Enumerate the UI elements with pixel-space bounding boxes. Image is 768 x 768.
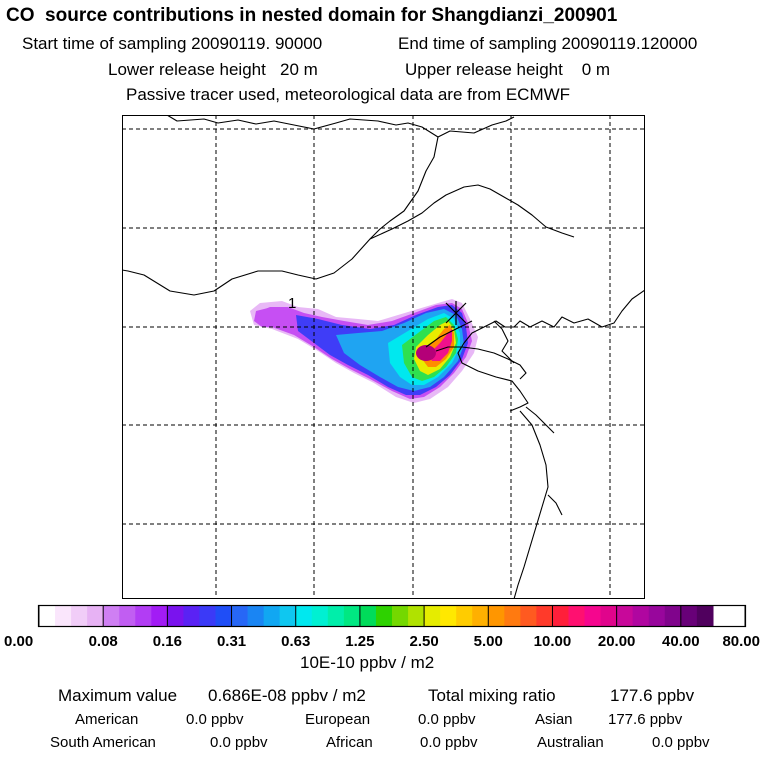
colorbar-tick-label: 10.00: [534, 633, 572, 650]
colorbar-tick-label: 40.00: [662, 633, 700, 650]
colorbar-tick-label: 5.00: [474, 633, 503, 650]
total-mixing-label: Total mixing ratio: [428, 686, 556, 705]
colorbar-cell: [71, 606, 88, 626]
colorbar-tick-label: 2.50: [409, 633, 438, 650]
colorbar-cell: [536, 606, 554, 626]
max-value: 0.686E-08 ppbv / m2: [208, 686, 366, 705]
colorbar-ticks: [38, 606, 746, 626]
colorbar-cell: [520, 606, 538, 626]
colorbar-tick-label: 0.63: [281, 633, 310, 650]
colorbar-tick-label: 1.25: [345, 633, 374, 650]
colorbar-tick-label: 0.00: [4, 633, 33, 650]
grid-lines: [122, 115, 645, 599]
colorbar-cell: [696, 606, 714, 626]
colorbar-tick-label: 0.31: [217, 633, 246, 650]
start-time-label: Start time of sampling 20090119. 90000: [22, 34, 323, 53]
colorbar-cell: [311, 606, 329, 626]
colorbar-tick-label: 20.00: [598, 633, 636, 650]
colorbar-cell: [472, 606, 489, 626]
colorbar-cell: [231, 606, 249, 626]
region-name: Asian: [535, 711, 573, 728]
region-name: European: [305, 711, 371, 728]
upper-release-height: Upper release height 0 m: [405, 60, 611, 79]
colorbar-cell: [632, 606, 650, 626]
colorbar-cell: [456, 606, 473, 626]
colorbar-cell: [584, 606, 602, 626]
region-value: 0.0 ppbv: [418, 711, 476, 728]
station-marker: [445, 301, 467, 325]
colorbar-cell: [648, 606, 666, 626]
total-mixing-value: 177.6 ppbv: [610, 686, 695, 705]
colorbar-cell: [664, 606, 682, 626]
colorbar-cell: [199, 606, 217, 626]
chart-title: CO source contributions in nested domain…: [6, 5, 618, 26]
lower-release-height: Lower release height 20 m: [108, 60, 318, 79]
colorbar-cell: [87, 606, 104, 626]
end-time-label: End time of sampling 20090119.120000: [398, 34, 698, 53]
region-value: 0.0 ppbv: [210, 734, 268, 751]
colorbar-cell: [119, 606, 136, 626]
colorbar-cell: [392, 606, 409, 626]
colorbar-cell: [568, 606, 586, 626]
colorbar-cell: [55, 606, 72, 626]
map-frame: [122, 115, 645, 599]
colorbar-cell: [504, 606, 521, 626]
colorbar-cell: [215, 606, 233, 626]
region-name: 0.0 ppbv: [420, 734, 478, 751]
colorbar-cell: [424, 606, 441, 626]
colorbar-cell: [39, 606, 56, 626]
region-value: 0.0 ppbv: [186, 711, 244, 728]
colorbar-cell: [103, 606, 120, 626]
colorbar-cell: [279, 606, 297, 626]
colorbar-cell: [295, 606, 313, 626]
colorbar-cell: [488, 606, 505, 626]
tracer-note: Passive tracer used, meteorological data…: [126, 85, 571, 104]
colorbar-cell: [135, 606, 152, 626]
colorbar-cell: [680, 606, 698, 626]
colorbar-cell: [247, 606, 265, 626]
colorbar-cell: [440, 606, 457, 626]
trajectory-marker-label: 1: [288, 295, 296, 312]
region-name: American: [75, 711, 139, 728]
colorbar-cell: [616, 606, 634, 626]
map-panel: 1: [122, 115, 645, 599]
plume-contour: [254, 307, 288, 327]
max-value-label: Maximum value: [58, 686, 178, 705]
country-borders: [122, 115, 645, 599]
colorbar-cell: [183, 606, 201, 626]
colorbar-tick-label: 0.16: [153, 633, 182, 650]
region-name: Australian: [537, 734, 604, 751]
colorbar-cell: [343, 606, 361, 626]
colorbar-cell: [375, 606, 393, 626]
colorbar-cell: [552, 606, 570, 626]
region-value: 0.0 ppbv: [652, 734, 710, 751]
plume-contours: [250, 299, 478, 403]
colorbar-cell: [359, 606, 377, 626]
colorbar-unit: 10E-10 ppbv / m2: [300, 653, 435, 672]
colorbar-cell: [263, 606, 281, 626]
colorbar-cell: [151, 606, 168, 626]
colorbar-cell: [327, 606, 345, 626]
colorbar-cells: [39, 606, 714, 626]
region-name: African: [326, 734, 373, 751]
region-name: South American: [50, 734, 156, 751]
colorbar-labels: 0.00 0.08 0.16 0.31 0.63 1.25 2.50 5.00 10.00 20.…: [4, 633, 760, 650]
plume-peak: [416, 345, 436, 361]
region-value: 177.6 ppbv: [608, 711, 683, 728]
colorbar-cell: [167, 606, 185, 626]
colorbar-tick-label: 0.08: [89, 633, 118, 650]
colorbar-cell: [600, 606, 618, 626]
colorbar: 0.00 0.08 0.16 0.31 0.63 1.25 2.50 5.00 10.00 20.…: [4, 604, 760, 650]
colorbar-cell: [408, 606, 425, 626]
colorbar-tick-label: 80.00: [722, 633, 760, 650]
